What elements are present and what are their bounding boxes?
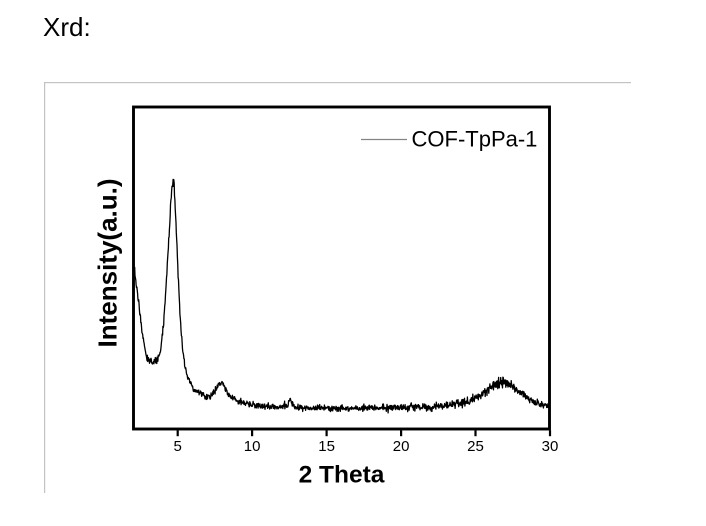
svg-text:10: 10 <box>244 438 261 455</box>
svg-text:15: 15 <box>318 438 335 455</box>
svg-text:20: 20 <box>393 438 410 455</box>
svg-text:2 Theta: 2 Theta <box>299 462 385 489</box>
svg-text:Intensity(a.u.): Intensity(a.u.) <box>93 178 123 347</box>
svg-text:COF-TpPa-1: COF-TpPa-1 <box>412 127 538 152</box>
svg-text:Xrd:: Xrd: <box>43 12 91 42</box>
svg-text:25: 25 <box>467 438 484 455</box>
svg-text:30: 30 <box>542 438 559 455</box>
svg-text:5: 5 <box>174 438 182 455</box>
